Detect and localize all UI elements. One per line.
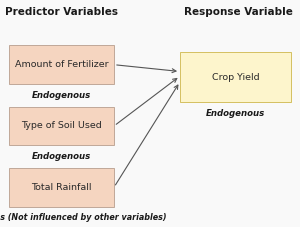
Text: Total Rainfall: Total Rainfall [31, 183, 92, 192]
Text: Exogenous (Not influenced by other variables): Exogenous (Not influenced by other varia… [0, 213, 167, 222]
Text: Endogenous: Endogenous [32, 152, 91, 161]
Text: Type of Soil Used: Type of Soil Used [21, 121, 102, 131]
Text: Amount of Fertilizer: Amount of Fertilizer [15, 60, 108, 69]
Text: Response Variable: Response Variable [184, 7, 293, 17]
Text: Endogenous: Endogenous [206, 109, 265, 118]
FancyBboxPatch shape [9, 168, 114, 207]
Text: Predictor Variables: Predictor Variables [5, 7, 118, 17]
FancyBboxPatch shape [180, 52, 291, 102]
FancyBboxPatch shape [9, 107, 114, 145]
FancyBboxPatch shape [9, 45, 114, 84]
Text: Endogenous: Endogenous [32, 91, 91, 100]
Text: Crop Yield: Crop Yield [212, 73, 259, 82]
